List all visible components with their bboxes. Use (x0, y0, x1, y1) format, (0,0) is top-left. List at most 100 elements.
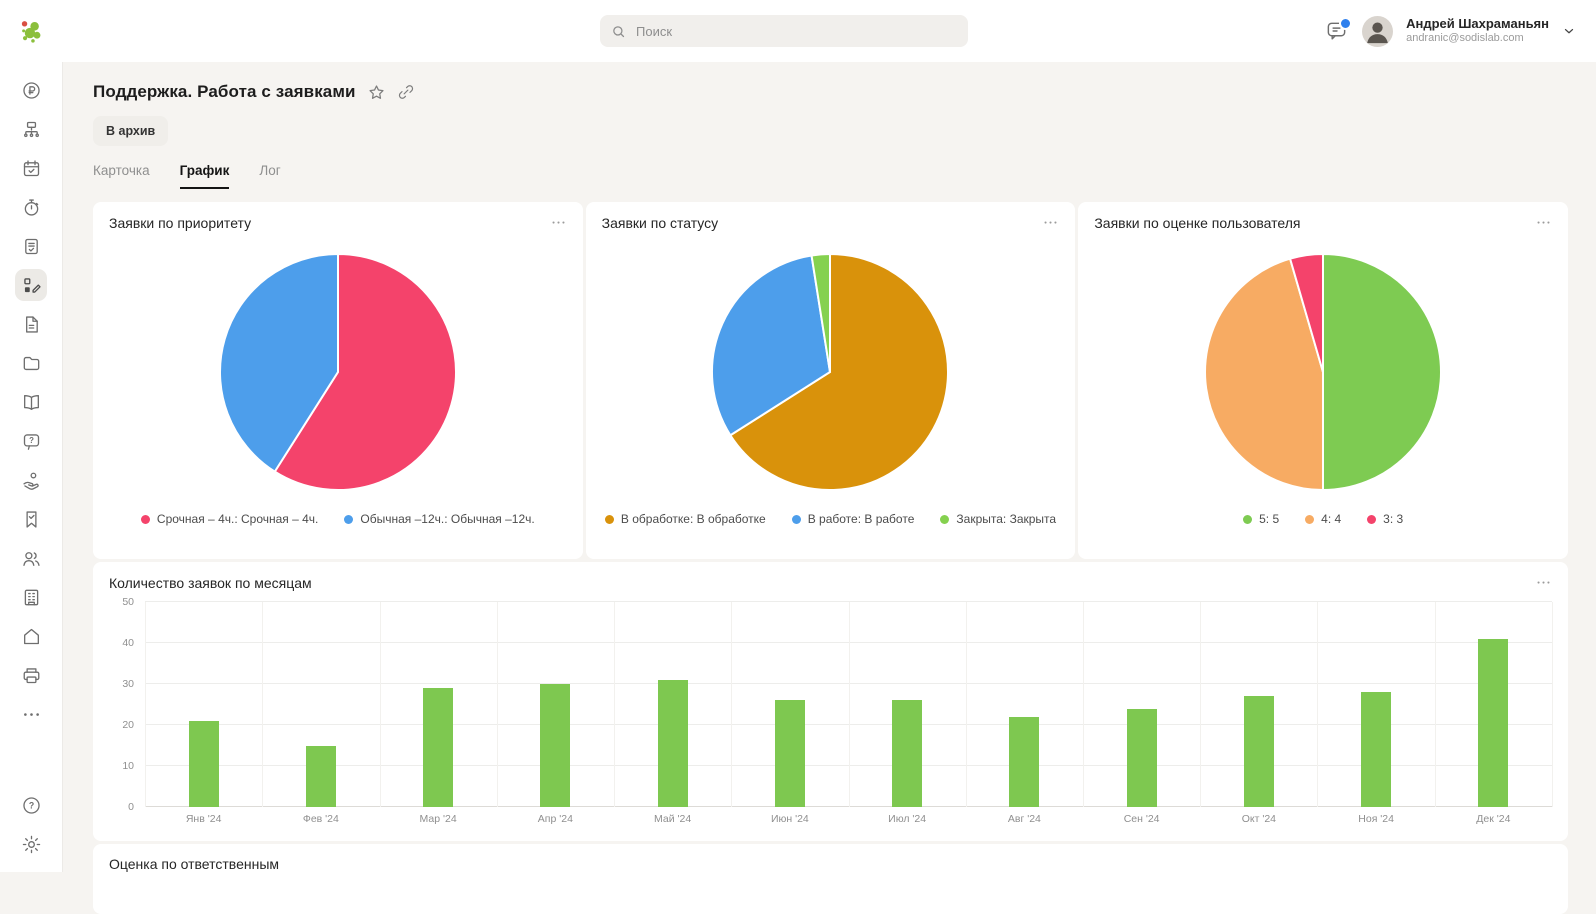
legend-item[interactable]: Обычная –12ч.: Обычная –12ч. (344, 512, 535, 526)
sidebar: ?? (0, 62, 63, 872)
settings-icon[interactable] (15, 828, 47, 860)
x-tick-label: Июн '24 (770, 813, 809, 825)
card-title: Заявки по приоритету (109, 214, 252, 231)
calendar-icon[interactable] (15, 152, 47, 184)
app-logo[interactable] (0, 18, 63, 45)
x-tick-label: Сен '24 (1123, 813, 1160, 825)
card-title: Заявки по оценке пользователя (1094, 214, 1301, 231)
search-input[interactable] (600, 15, 968, 47)
copy-link-icon[interactable] (397, 83, 415, 101)
y-tick-label: 10 (122, 760, 134, 772)
tab-card[interactable]: Карточка (93, 163, 150, 178)
x-tick-label: Июл '24 (888, 813, 927, 825)
y-tick-label: 20 (122, 719, 134, 731)
legend-item[interactable]: Срочная – 4ч.: Срочная – 4ч. (140, 512, 318, 526)
pie-chart-status (602, 251, 1060, 493)
pie-chart-priority (109, 251, 567, 493)
more-icon[interactable] (15, 698, 47, 730)
bar (1243, 696, 1274, 807)
folder-icon[interactable] (15, 347, 47, 379)
pie-cards-row: Заявки по приоритету Срочная – 4ч.: Сроч… (93, 202, 1568, 559)
printer-icon[interactable] (15, 659, 47, 691)
avatar[interactable] (1362, 15, 1394, 47)
book-icon[interactable] (15, 386, 47, 418)
org-structure-icon[interactable] (15, 113, 47, 145)
company-icon[interactable] (15, 581, 47, 613)
help-icon[interactable]: ? (15, 789, 47, 821)
chevron-down-icon[interactable] (1562, 24, 1576, 38)
pie-slice[interactable] (1204, 257, 1325, 492)
bar (1009, 716, 1040, 807)
card-title: Количество заявок по месяцам (109, 574, 312, 591)
logo-icon (21, 20, 41, 43)
y-tick-label: 40 (122, 637, 134, 649)
x-tick-label: Ноя '24 (1358, 813, 1394, 825)
archive-button[interactable]: В архив (93, 116, 169, 146)
y-tick-label: 50 (122, 596, 134, 608)
bookmark-icon[interactable] (15, 503, 47, 535)
page-header: Поддержка. Работа с заявками (93, 82, 1568, 102)
forms-icon[interactable] (15, 269, 47, 301)
messages-icon[interactable] (1325, 17, 1353, 43)
legend-item[interactable]: Закрыта: Закрыта (940, 512, 1056, 526)
pie-card-status: Заявки по статусу В обработке: В обработ… (585, 202, 1076, 559)
ruble-icon[interactable] (15, 74, 47, 106)
legend-item[interactable]: 3: 3 (1367, 512, 1403, 526)
bar (1126, 708, 1157, 807)
bar (540, 684, 571, 807)
pie-slice[interactable] (810, 252, 832, 373)
document-icon[interactable] (15, 308, 47, 340)
pie-slice[interactable] (218, 252, 339, 474)
legend-item[interactable]: В работе: В работе (791, 512, 914, 526)
home-icon[interactable] (15, 620, 47, 652)
pie-slice[interactable] (729, 252, 950, 491)
bar-chart-card: Количество заявок по месяцам 0 10 20 30 40 50… (93, 562, 1568, 841)
y-tick-label: 0 (128, 801, 134, 813)
search-icon (613, 25, 625, 37)
topbar: Андрей Шахраманьян andranic@sodislab.com (0, 0, 1596, 62)
user-area: Андрей Шахраманьян andranic@sodislab.com (1325, 15, 1596, 47)
tab-chart[interactable]: График (179, 163, 230, 189)
x-tick-label: Дек '24 (1476, 813, 1511, 825)
bar (1361, 692, 1392, 807)
more-icon[interactable] (550, 214, 567, 231)
x-tick-label: Янв '24 (185, 813, 222, 825)
pie-card-priority: Заявки по приоритету Срочная – 4ч.: Сроч… (93, 202, 583, 559)
legend-item[interactable]: В обработке: В обработке (604, 512, 766, 526)
services-icon[interactable] (15, 464, 47, 496)
legend-item[interactable]: 4: 4 (1305, 512, 1341, 526)
report-icon[interactable] (15, 230, 47, 262)
legend-item[interactable]: 5: 5 (1243, 512, 1279, 526)
card-title: Оценка по ответственным (109, 856, 280, 872)
bar (423, 688, 454, 807)
search-field[interactable] (634, 22, 957, 40)
avatar-photo (1367, 21, 1388, 43)
x-tick-label: Фев '24 (302, 813, 339, 825)
chart-legend: Срочная – 4ч.: Срочная – 4ч. Обычная –12ч… (109, 512, 567, 526)
pie-slice[interactable] (273, 252, 457, 491)
users-icon[interactable] (15, 542, 47, 574)
bar (892, 700, 923, 807)
chart-legend: В обработке: В обработке В работе: В рабо… (602, 512, 1060, 526)
more-icon[interactable] (1535, 574, 1552, 591)
page-title: Поддержка. Работа с заявками (93, 82, 356, 101)
tab-log[interactable]: Лог (259, 163, 281, 178)
pie-slice[interactable] (1288, 252, 1325, 373)
pie-slice[interactable] (711, 254, 832, 437)
user-info[interactable]: Андрей Шахраманьян andranic@sodislab.com (1406, 16, 1549, 46)
timer-icon[interactable] (15, 191, 47, 223)
card-title: Заявки по статусу (601, 214, 719, 231)
chart-legend: 5: 5 4: 4 3: 3 (1094, 512, 1552, 526)
bar-plot (145, 601, 1553, 807)
bar (1478, 638, 1509, 807)
favorite-star-icon[interactable] (367, 83, 386, 102)
pie-card-rating: Заявки по оценке пользователя 5: 5 4: 4 3:… (1078, 202, 1568, 559)
help-bubble-icon[interactable]: ? (15, 425, 47, 457)
more-icon[interactable] (1042, 214, 1059, 231)
pie-slice[interactable] (1322, 252, 1443, 492)
x-tick-label: Окт '24 (1241, 813, 1277, 825)
more-icon[interactable] (1535, 214, 1552, 231)
bar-y-axis: 0 10 20 30 40 50 (109, 596, 145, 813)
user-email: andranic@sodislab.com (1406, 32, 1524, 45)
x-tick-label: Май '24 (654, 813, 692, 825)
